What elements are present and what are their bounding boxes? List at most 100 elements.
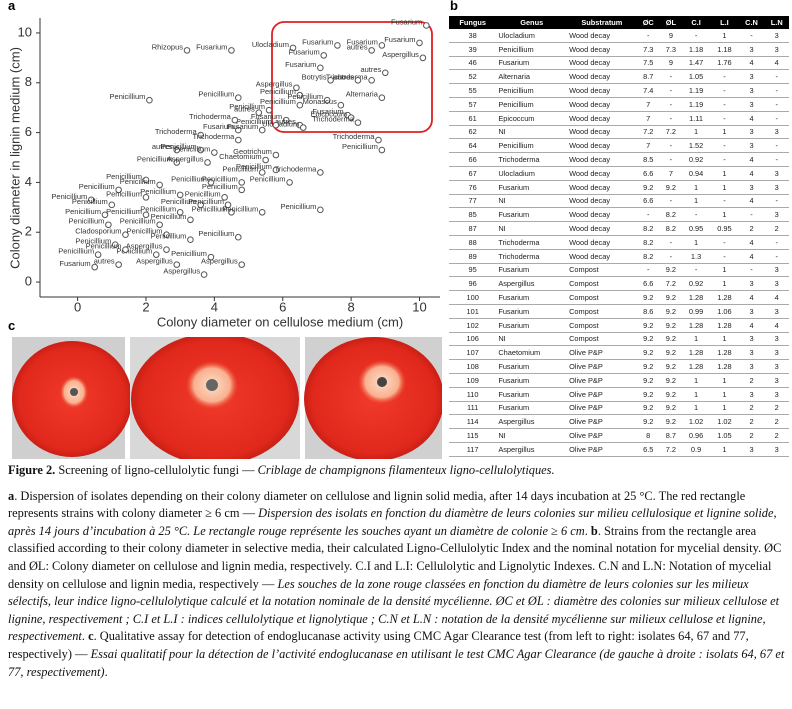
point	[207, 179, 215, 186]
point-label: Ulocladium	[262, 120, 299, 129]
table-cell: 87	[449, 221, 497, 236]
point	[423, 22, 430, 29]
point-label: Penicillium	[171, 249, 207, 258]
table-cell: 1.02	[710, 414, 739, 430]
table-row: 76 Fusarium Wood decay 9.2 9.2 1 1 3 3	[449, 180, 789, 195]
caption-text: .	[104, 664, 108, 679]
point-label: Penicillium	[202, 174, 238, 183]
table-cell: 7	[636, 97, 660, 112]
table-cell: 0.95	[681, 221, 711, 236]
point-label: Penicillium	[106, 172, 142, 181]
table-cell: -	[710, 235, 739, 250]
table-cell: 2	[738, 414, 765, 430]
table-cell: 3	[738, 442, 765, 457]
table-cell: Compost	[567, 290, 637, 305]
table-cell: 7	[636, 111, 660, 126]
point-label: Penicillium	[236, 117, 272, 126]
caption-text: . Dispersion of isolates depending on th…	[8, 488, 746, 521]
point	[381, 69, 389, 77]
point-label: Fusarium	[59, 259, 90, 268]
table-cell: 96	[449, 276, 497, 292]
point	[296, 91, 304, 99]
point-label: Aspergillus	[201, 257, 238, 266]
table-cell: 1.18	[710, 42, 739, 57]
table-cell: 9.2	[659, 318, 682, 333]
table-cell: 3	[738, 180, 765, 195]
colony	[70, 388, 78, 396]
table-cell: -	[710, 249, 739, 264]
column-header: L.I	[710, 16, 739, 29]
table-cell: Compost	[567, 263, 637, 278]
table-cell: 1	[681, 332, 711, 347]
table-cell: Olive P&P	[567, 359, 637, 374]
table-row: 117 Aspergillus Olive P&P 6.5 7.2 0.9 1 3 3	[449, 442, 789, 457]
point-label: Penicillium	[188, 197, 224, 206]
table-cell: 1.18	[681, 42, 711, 57]
table-cell: 1	[710, 276, 739, 292]
table-cell: Chaetomium	[496, 345, 568, 361]
table-cell: 1.28	[681, 290, 711, 305]
y-tick-label: 4	[25, 174, 32, 189]
column-header: Fungus	[449, 16, 497, 29]
column-header: Genus	[496, 16, 568, 29]
table-cell: Fusarium	[496, 207, 568, 223]
point	[317, 64, 324, 72]
table-cell: NI	[496, 428, 568, 443]
table-cell: 9.2	[636, 373, 660, 388]
point	[142, 211, 150, 219]
table-cell: 1	[710, 332, 739, 347]
point	[94, 251, 102, 258]
table-cell: Penicillium	[496, 97, 568, 112]
highlight-rectangle	[271, 21, 433, 133]
point	[211, 149, 218, 156]
panel-label: a	[8, 0, 16, 13]
table-cell: 2	[738, 401, 765, 416]
table-cell: -	[764, 69, 789, 85]
table-row: 89 Trichoderma Wood decay 8.2-1.3-4-	[449, 249, 789, 264]
table-cell: Compost	[567, 276, 637, 292]
table-cell: 46	[449, 56, 497, 71]
table-cell: 9.2	[659, 263, 682, 278]
point	[327, 76, 334, 84]
point-label: Botrytis	[302, 72, 327, 81]
point-label: Penicillium	[192, 204, 228, 213]
y-axis-label: Colony diameter in lignin medium (cm)	[7, 47, 22, 269]
point-label: Penicillium	[110, 92, 146, 101]
table-row: 101 Fusarium Compost 8.6 9.2 0.99 1.06 3 3	[449, 304, 789, 319]
caption-text: Criblage de champignons filamenteux lign…	[257, 463, 555, 477]
point	[334, 42, 341, 49]
table-cell: 1	[681, 180, 711, 195]
table-cell: 4	[738, 194, 765, 209]
table-cell: 3	[764, 373, 789, 388]
point-label: Fusarium	[196, 42, 227, 51]
table-cell: 4	[764, 56, 789, 71]
point	[176, 191, 184, 199]
table-cell: 4	[738, 111, 765, 126]
table-cell: -	[659, 83, 682, 98]
point-label: Penicillium	[236, 162, 272, 171]
point	[163, 231, 170, 239]
table-cell: 3	[764, 207, 789, 223]
point-label: Fusarium	[227, 122, 258, 131]
table-cell: 1.76	[710, 56, 739, 71]
table-cell: 8.7	[636, 69, 660, 85]
point	[228, 209, 235, 216]
point-label: Fusarium	[288, 47, 319, 56]
column-header: C.N	[738, 16, 765, 29]
figure-caption: Figure 2. Screening of ligno-cellulolyti…	[8, 462, 786, 689]
petri-photos	[12, 337, 442, 459]
point	[197, 131, 204, 139]
table-cell: 1.06	[710, 304, 739, 319]
table-cell: 3	[764, 304, 789, 319]
point-label: Epicoccum	[310, 110, 347, 119]
caption-text: .	[584, 523, 591, 538]
table-row: 77 NI Wood decay 6.6-1-4-	[449, 194, 789, 209]
table-cell: 3	[738, 387, 765, 402]
table-cell: Olive P&P	[567, 442, 637, 457]
table-cell: Compost	[567, 318, 637, 333]
table-cell: 3	[738, 69, 765, 85]
point	[87, 196, 95, 204]
table-cell: 117	[449, 442, 497, 457]
table-cell: Wood decay	[567, 138, 637, 154]
table-cell: 2	[738, 428, 765, 443]
